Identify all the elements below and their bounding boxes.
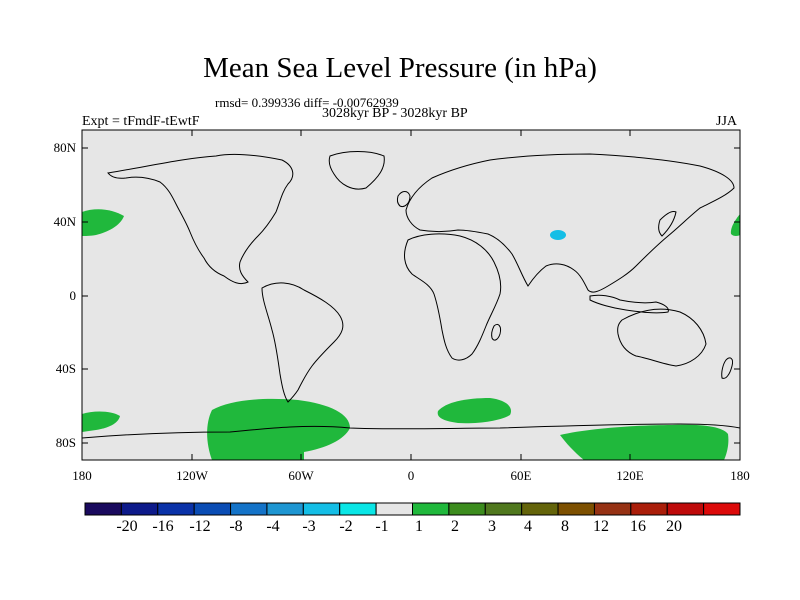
colorbar-label: -20 <box>116 518 138 535</box>
colorbar-cell <box>593 502 632 516</box>
coastline-south-america <box>261 282 344 403</box>
colorbar-cell <box>193 502 232 516</box>
coastline-greenland <box>328 151 385 190</box>
coastline-australia <box>617 308 707 367</box>
colorbar-label: 12 <box>593 518 609 535</box>
anomaly-region-south-pacific-west <box>82 411 120 432</box>
stats-text: rmsd= 0.399336 diff= -0.00762939 <box>215 95 399 110</box>
map-background <box>82 130 740 460</box>
lat-label-80s: 80S <box>55 435 76 450</box>
coastline-indonesia <box>589 294 669 314</box>
colorbar-cell <box>666 502 705 516</box>
experiment-label: Expt = tFmdF-tEwtF <box>82 114 200 129</box>
colorbar-cell <box>375 502 413 516</box>
lon-ticks <box>81 130 741 460</box>
coastline-antarctica <box>81 423 741 439</box>
coastline-europe-asia <box>405 153 735 293</box>
colorbar-cell <box>412 502 450 516</box>
colorbar-cell <box>703 502 741 516</box>
coastline-africa <box>404 233 502 361</box>
lon-label-120w: 120W <box>176 468 208 483</box>
lon-label-180w: 180 <box>72 468 92 483</box>
lat-label-0: 0 <box>69 288 77 303</box>
lon-label-60e: 60E <box>510 468 532 483</box>
colorbar-label: -16 <box>152 518 174 535</box>
anomaly-region-south-atlantic <box>437 398 512 424</box>
colorbar-cell <box>157 502 195 516</box>
colorbar-cell <box>521 502 559 516</box>
colorbar-cell <box>630 502 668 516</box>
season-label: JJA <box>716 114 738 129</box>
colorbar-cell <box>302 502 341 516</box>
anomaly-region-antarctic-east <box>560 424 729 460</box>
lon-label-120e: 120E <box>616 468 644 483</box>
lon-label-0: 0 <box>407 468 415 483</box>
coastline-new-zealand <box>721 357 733 379</box>
colorbar-label: -4 <box>266 518 280 535</box>
colorbar-label: 3 <box>488 518 496 535</box>
colorbar-label: -2 <box>339 518 353 535</box>
colorbar-label: -8 <box>229 518 243 535</box>
coastline-japan <box>658 211 677 237</box>
colorbar-label: 1 <box>415 518 423 535</box>
map-title: Mean Sea Level Pressure (in hPa) <box>203 52 597 84</box>
colorbar-cell <box>266 502 304 516</box>
colorbar-label: 4 <box>524 518 532 535</box>
colorbar-cell <box>120 502 159 516</box>
anomaly-region-n-atlantic <box>82 209 124 236</box>
coastline-madagascar <box>491 323 501 341</box>
colorbar-cell <box>339 502 377 516</box>
colorbar-cell <box>230 502 268 516</box>
colorbar-cell <box>484 502 523 516</box>
lon-label-60w: 60W <box>288 468 314 483</box>
colorbar <box>84 502 741 516</box>
coastline-north-america <box>107 153 294 285</box>
colorbar-cell <box>448 502 486 516</box>
colorbar-cell <box>84 502 122 516</box>
colorbar-cell <box>557 502 595 516</box>
anomaly-region-n-pacific <box>730 214 740 236</box>
lon-label-180e: 180 <box>730 468 750 483</box>
anomaly-region-tibet <box>550 230 566 240</box>
lat-label-40s: 40S <box>55 361 76 376</box>
lat-label-40n: 40N <box>53 214 76 229</box>
colorbar-label: 20 <box>666 518 682 535</box>
period-text: 3028kyr BP - 3028kyr BP <box>322 106 468 121</box>
colorbar-label: -12 <box>189 518 211 535</box>
lat-label-80n: 80N <box>53 140 76 155</box>
lat-ticks <box>82 147 740 444</box>
colorbar-label: 2 <box>451 518 459 535</box>
colorbar-label: 8 <box>561 518 569 535</box>
colorbar-label: -1 <box>375 518 389 535</box>
colorbar-label: -3 <box>302 518 316 535</box>
coastline-british-isles <box>396 191 411 207</box>
anomaly-region-south-pacific <box>207 398 350 460</box>
colorbar-label: 16 <box>630 518 646 535</box>
